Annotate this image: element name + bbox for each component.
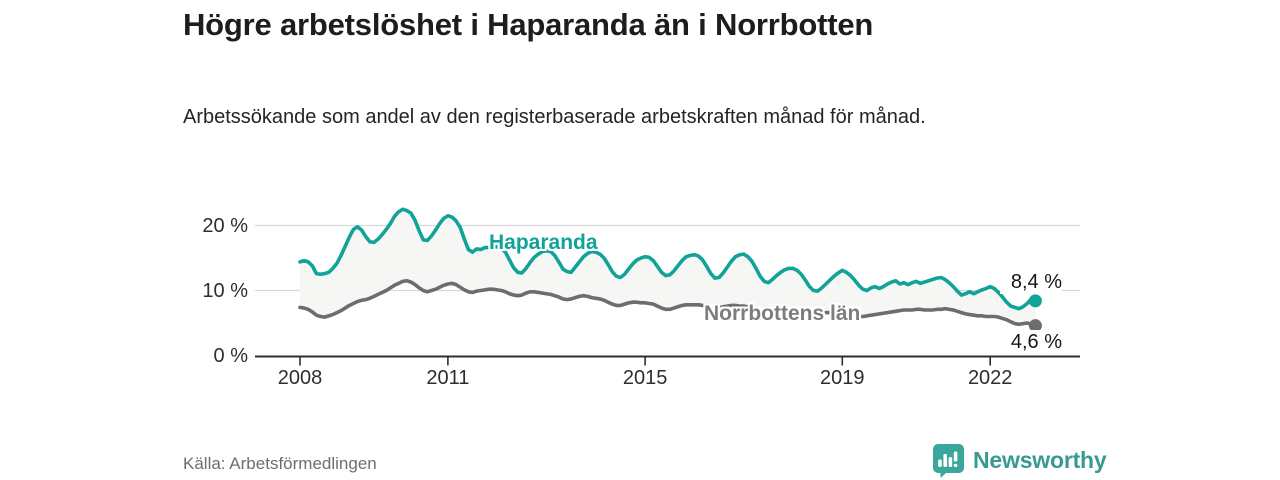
x-tick-label: 2022: [967, 367, 1013, 389]
end-value-norrbotten: 4,6 %: [1000, 330, 1062, 354]
chart-subtitle: Arbetssökande som andel av den registerb…: [183, 106, 926, 128]
bar-chart-bubble-icon: [933, 444, 964, 478]
x-tick-label: 2008: [277, 367, 323, 389]
source-note: Källa: Arbetsförmedlingen: [183, 454, 377, 473]
newsworthy-logo[interactable]: Newsworthy: [930, 442, 1110, 478]
series-label-haparanda: Haparanda: [489, 231, 598, 254]
y-tick-label: 20 %: [202, 214, 248, 237]
y-tick-label: 10 %: [202, 279, 248, 302]
series-label-norrbotten: Norrbottens län: [704, 302, 861, 325]
end-value-haparanda: 8,4 %: [1000, 270, 1062, 294]
chart-title: Högre arbetslöshet i Haparanda än i Norr…: [183, 7, 874, 42]
x-tick-label: 2015: [622, 367, 668, 389]
x-tick-label: 2011: [426, 367, 470, 389]
newsworthy-wordmark: Newsworthy: [973, 446, 1107, 473]
y-tick-label: 0 %: [213, 344, 248, 367]
x-tick-label: 2019: [820, 367, 865, 389]
